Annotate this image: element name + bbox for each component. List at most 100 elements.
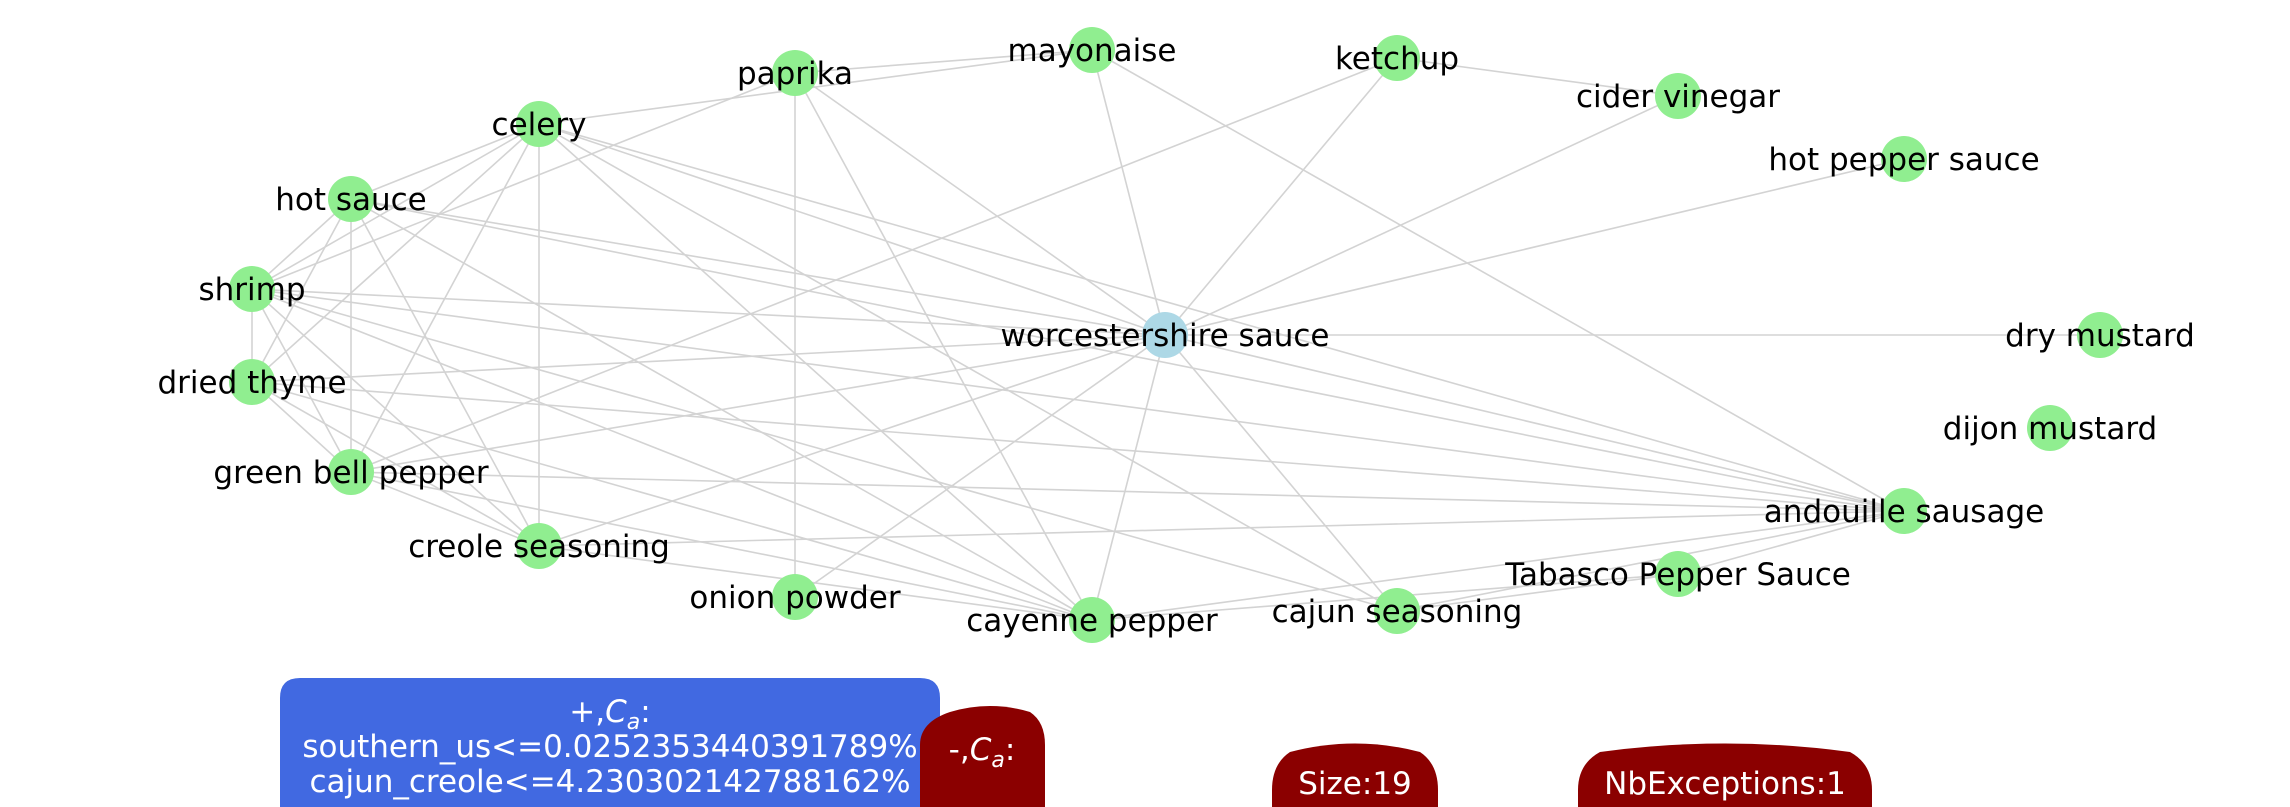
node-creole-seasoning	[516, 523, 562, 569]
edge-mayonaise-to-celery	[538, 49, 1093, 125]
node-label-ketchup: ketchup	[1335, 41, 1459, 77]
edge-paprika-to-shrimp	[251, 72, 796, 290]
graph-labels: worcestershire sauce paprika mayonaise ketc…	[157, 33, 2194, 639]
node-label-cayenne-pepper: cayenne pepper	[966, 603, 1218, 639]
node-label-worcestershire-sauce: worcestershire sauce	[1001, 318, 1330, 354]
edge-tabasco-pepper-sauce-to-andouille-sausage	[1677, 510, 1905, 575]
node-dried-thyme	[229, 359, 275, 405]
edge-celery-to-green-bell-pepper	[350, 123, 540, 473]
edge-cajun-seasoning-to-andouille-sausage	[1396, 510, 1905, 612]
edge-paprika-to-cayenne-pepper	[794, 72, 1093, 621]
node-label-celery: celery	[492, 107, 587, 143]
edge-shrimp-to-cajun-seasoning	[251, 288, 1398, 612]
edge-shrimp-to-green-bell-pepper	[251, 288, 352, 473]
edge-hot-sauce-to-cayenne-pepper	[350, 198, 1093, 621]
node-green-bell-pepper	[328, 449, 374, 495]
edge-worcestershire-sauce-to-hot-pepper-sauce	[1164, 158, 1905, 336]
node-label-paprika: paprika	[737, 56, 853, 92]
edge-green-bell-pepper-to-andouille-sausage	[350, 471, 1905, 512]
node-ketchup	[1374, 35, 1420, 81]
node-hot-sauce	[328, 176, 374, 222]
node-paprika	[772, 50, 818, 96]
node-label-hot-sauce: hot sauce	[275, 182, 427, 218]
edge-cayenne-pepper-to-andouille-sausage	[1091, 510, 1905, 621]
node-label-onion-powder: onion powder	[689, 580, 900, 616]
edge-dried-thyme-to-andouille-sausage	[251, 381, 1905, 512]
edge-shrimp-to-creole-seasoning	[251, 288, 540, 547]
node-dijon-mustard	[2027, 405, 2073, 451]
edge-creole-seasoning-to-cayenne-pepper	[538, 545, 1093, 621]
positive-box-header: +,Ca:	[569, 694, 650, 735]
exceptions-box: NbExceptions:1	[1578, 743, 1872, 807]
node-label-andouille-sausage: andouille sausage	[1764, 494, 2044, 530]
edge-worcestershire-sauce-to-cider-vinegar	[1164, 95, 1679, 336]
node-cayenne-pepper	[1069, 597, 1115, 643]
node-label-cider-vinegar: cider vinegar	[1576, 79, 1780, 115]
edge-worcestershire-sauce-to-ketchup	[1164, 57, 1398, 336]
edge-worcestershire-sauce-to-paprika	[794, 72, 1166, 336]
edge-hot-sauce-to-creole-seasoning	[350, 198, 540, 547]
node-cajun-seasoning	[1374, 588, 1420, 634]
node-label-hot-pepper-sauce: hot pepper sauce	[1768, 142, 2039, 178]
node-mayonaise	[1069, 27, 1115, 73]
node-celery	[516, 101, 562, 147]
node-label-tabasco-pepper-sauce: Tabasco Pepper Sauce	[1504, 557, 1851, 593]
node-label-dijon-mustard: dijon mustard	[1943, 411, 2157, 447]
exceptions-label: NbExceptions:1	[1604, 766, 1846, 802]
size-box-shape	[1272, 743, 1438, 807]
edge-shrimp-to-cayenne-pepper	[251, 288, 1093, 621]
node-label-dried-thyme: dried thyme	[157, 365, 346, 401]
edge-hot-sauce-to-dried-thyme	[251, 198, 352, 383]
edge-green-bell-pepper-to-creole-seasoning	[350, 471, 540, 547]
positive-box-line-2: cajun_creole<=4.230302142788162%	[309, 764, 910, 800]
negative-box-shape	[920, 706, 1045, 807]
exceptions-box-shape	[1578, 743, 1872, 807]
edge-creole-seasoning-to-andouille-sausage	[538, 510, 1905, 547]
positive-box-shape	[280, 678, 940, 807]
graph-edges	[251, 49, 2100, 621]
edge-dried-thyme-to-creole-seasoning	[251, 381, 540, 547]
edge-worcestershire-sauce-to-cayenne-pepper	[1091, 334, 1166, 621]
edge-celery-to-cayenne-pepper	[538, 123, 1093, 621]
positive-box-line-1: southern_us<=0.0252353440391789%	[302, 729, 917, 765]
node-shrimp	[229, 266, 275, 312]
edge-cajun-seasoning-to-tabasco-pepper-sauce	[1396, 573, 1679, 612]
edge-celery-to-andouille-sausage	[538, 123, 1905, 512]
node-andouille-sausage	[1881, 488, 1927, 534]
edge-shrimp-to-andouille-sausage	[251, 288, 1905, 512]
edge-worcestershire-sauce-to-creole-seasoning	[538, 334, 1166, 547]
node-onion-powder	[772, 574, 818, 620]
node-cider-vinegar	[1655, 73, 1701, 119]
node-label-dry-mustard: dry mustard	[2005, 318, 2195, 354]
graph-nodes	[229, 27, 2123, 643]
edge-celery-to-shrimp	[251, 123, 540, 290]
node-tabasco-pepper-sauce	[1655, 551, 1701, 597]
size-box: Size:19	[1272, 743, 1438, 807]
node-label-shrimp: shrimp	[198, 272, 305, 308]
size-label: Size:19	[1298, 766, 1412, 802]
negative-condition-box: -,Ca:	[920, 706, 1045, 807]
negative-box-header: -,Ca:	[949, 732, 1016, 773]
edge-worcestershire-sauce-to-celery	[538, 123, 1166, 336]
edge-worcestershire-sauce-to-mayonaise	[1091, 49, 1166, 336]
edge-paprika-to-mayonaise	[794, 49, 1093, 74]
edge-worcestershire-sauce-to-cajun-seasoning	[1164, 334, 1398, 612]
positive-condition-box: +,Ca: southern_us<=0.0252353440391789% c…	[280, 678, 940, 807]
edge-ketchup-to-cider-vinegar	[1396, 57, 1679, 97]
node-dry-mustard	[2077, 312, 2123, 358]
edge-worcestershire-sauce-to-andouille-sausage	[1164, 334, 1905, 512]
node-worcestershire-sauce	[1142, 312, 1188, 358]
edge-dried-thyme-to-cayenne-pepper	[251, 381, 1093, 621]
node-label-creole-seasoning: creole seasoning	[408, 529, 670, 565]
edge-mayonaise-to-andouille-sausage	[1091, 49, 1905, 512]
node-label-mayonaise: mayonaise	[1008, 33, 1177, 69]
node-hot-pepper-sauce	[1881, 136, 1927, 182]
node-label-green-bell-pepper: green bell pepper	[213, 455, 488, 491]
edge-hot-sauce-to-andouille-sausage	[350, 198, 1905, 512]
edge-celery-to-dried-thyme	[251, 123, 540, 383]
edge-celery-to-hot-sauce	[350, 123, 540, 200]
edge-celery-to-cajun-seasoning	[538, 123, 1398, 612]
edge-green-bell-pepper-to-cayenne-pepper	[350, 471, 1093, 621]
node-label-cajun-seasoning: cajun seasoning	[1272, 594, 1523, 630]
